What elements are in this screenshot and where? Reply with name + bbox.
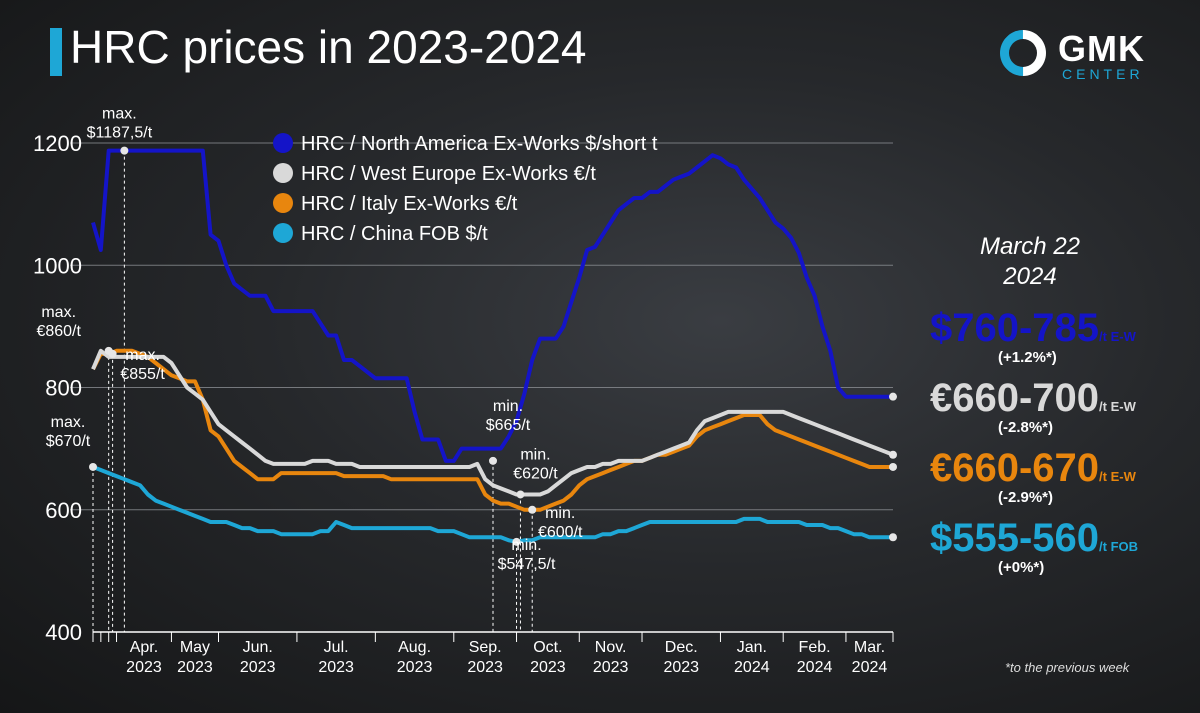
annotation-label: max. <box>125 347 160 364</box>
series-line <box>91 348 894 497</box>
annotation-label: min. <box>493 398 523 415</box>
x-tick-label-month: Jun. <box>243 639 273 656</box>
legend-swatch <box>273 193 293 213</box>
annotation-label: €620/t <box>513 465 558 482</box>
title-accent-bar <box>50 28 62 76</box>
x-tick-label-year: 2023 <box>240 659 276 676</box>
annotation-label: min. <box>545 505 575 522</box>
y-tick-label: 1000 <box>33 253 82 278</box>
series-line <box>92 465 893 544</box>
annotation-label: $665/t <box>486 417 531 434</box>
x-tick-label-month: Nov. <box>595 639 627 656</box>
annotation-label: $670/t <box>46 433 91 450</box>
legend-label: HRC / North America Ex-Works $/short t <box>301 133 658 155</box>
price-west-europe: €660-700/t E-W (-2.8%*) <box>930 376 1160 436</box>
annotation-marker <box>528 505 537 514</box>
legend-swatch <box>273 223 293 243</box>
annotation-label: €855/t <box>120 366 165 383</box>
annotation-marker <box>120 146 129 155</box>
x-tick-label-year: 2023 <box>593 659 629 676</box>
annotation-marker <box>89 462 97 471</box>
series-end-marker <box>889 462 897 471</box>
price-value: $555-560 <box>930 516 1100 560</box>
x-tick-label-year: 2023 <box>318 659 354 676</box>
x-tick-label-year: 2023 <box>177 659 213 676</box>
legend-swatch <box>273 163 293 183</box>
gmk-center-logo: GMK CENTER <box>990 20 1160 86</box>
price-value: €660-670 <box>930 446 1100 490</box>
y-tick-label: 800 <box>45 376 82 401</box>
annotation-label: $547,5/t <box>498 556 556 573</box>
price-unit: /t E-W <box>1099 399 1136 414</box>
logo-sub: CENTER <box>1062 66 1144 82</box>
footnote: *to the previous week <box>1005 660 1130 675</box>
x-tick-label-year: 2023 <box>126 659 162 676</box>
annotation-label: €860/t <box>36 323 81 340</box>
price-change: (-2.8%*) <box>998 419 1054 436</box>
annotation-marker <box>512 537 521 546</box>
annotation-label: max. <box>41 304 76 321</box>
y-tick-label: 1200 <box>33 131 82 156</box>
price-unit: /t E-W <box>1099 329 1136 344</box>
price-italy: €660-670/t E-W (-2.9%*) <box>930 446 1160 506</box>
price-value: $760-785 <box>930 306 1100 350</box>
logo-name: GMK <box>1058 28 1145 69</box>
price-change: (+0%*) <box>998 559 1045 576</box>
series-end-marker <box>889 392 897 401</box>
side-date-line2: 2024 <box>1003 263 1057 290</box>
series-end-marker <box>889 533 897 542</box>
x-tick-label-month: May <box>180 639 210 656</box>
x-tick-label-year: 2024 <box>797 659 833 676</box>
x-tick-label-year: 2023 <box>467 659 503 676</box>
x-tick-label-year: 2023 <box>530 659 566 676</box>
annotation-label: min. <box>520 446 550 463</box>
x-tick-label-month: Jan. <box>737 639 767 656</box>
y-tick-label: 600 <box>45 498 82 523</box>
x-tick-label-year: 2023 <box>663 659 699 676</box>
annotation-label: €600/t <box>538 524 583 541</box>
y-tick-label: 400 <box>45 620 82 645</box>
annotation-label: min. <box>511 537 541 554</box>
x-tick-label-month: Dec. <box>665 639 698 656</box>
x-tick-label-year: 2023 <box>397 659 433 676</box>
legend-label: HRC / West Europe Ex-Works €/t <box>301 163 596 185</box>
annotation-marker <box>108 349 117 358</box>
legend-label: HRC / Italy Ex-Works €/t <box>301 193 518 215</box>
legend-label: HRC / China FOB $/t <box>301 223 488 245</box>
annotation-marker <box>489 456 497 465</box>
price-unit: /t FOB <box>1099 539 1139 554</box>
x-tick-label-month: Oct. <box>533 639 562 656</box>
price-unit: /t E-W <box>1099 469 1136 484</box>
annotation-label: $1187,5/t <box>87 125 153 142</box>
price-china: $555-560/t FOB (+0%*) <box>930 516 1160 576</box>
series-line <box>91 148 893 463</box>
x-tick-label-month: Mar. <box>854 639 885 656</box>
x-tick-label-month: Jul. <box>324 639 349 656</box>
legend-swatch <box>273 133 293 153</box>
x-tick-label-month: Sep. <box>469 639 502 656</box>
series-line <box>91 348 893 512</box>
annotation-label: max. <box>102 106 137 123</box>
side-date: March 22 2024 <box>950 232 1110 292</box>
x-tick-label-month: Feb. <box>799 639 831 656</box>
price-change: (+1.2%*) <box>998 349 1057 366</box>
chart-title: HRC prices in 2023-2024 <box>70 21 587 73</box>
annotation-marker <box>516 490 525 499</box>
x-tick-label-month: Aug. <box>398 639 431 656</box>
x-tick-label-month: Apr. <box>130 639 158 656</box>
price-change: (-2.9%*) <box>998 489 1054 506</box>
annotation-label: max. <box>51 414 86 431</box>
price-north-america: $760-785/t E-W (+1.2%*) <box>930 306 1160 366</box>
x-tick-label-year: 2024 <box>852 659 888 676</box>
x-tick-label-year: 2024 <box>734 659 770 676</box>
price-value: €660-700 <box>930 376 1100 420</box>
series-end-marker <box>889 450 897 459</box>
side-date-line1: March 22 <box>979 233 1081 260</box>
logo-ring-icon <box>990 20 1056 86</box>
